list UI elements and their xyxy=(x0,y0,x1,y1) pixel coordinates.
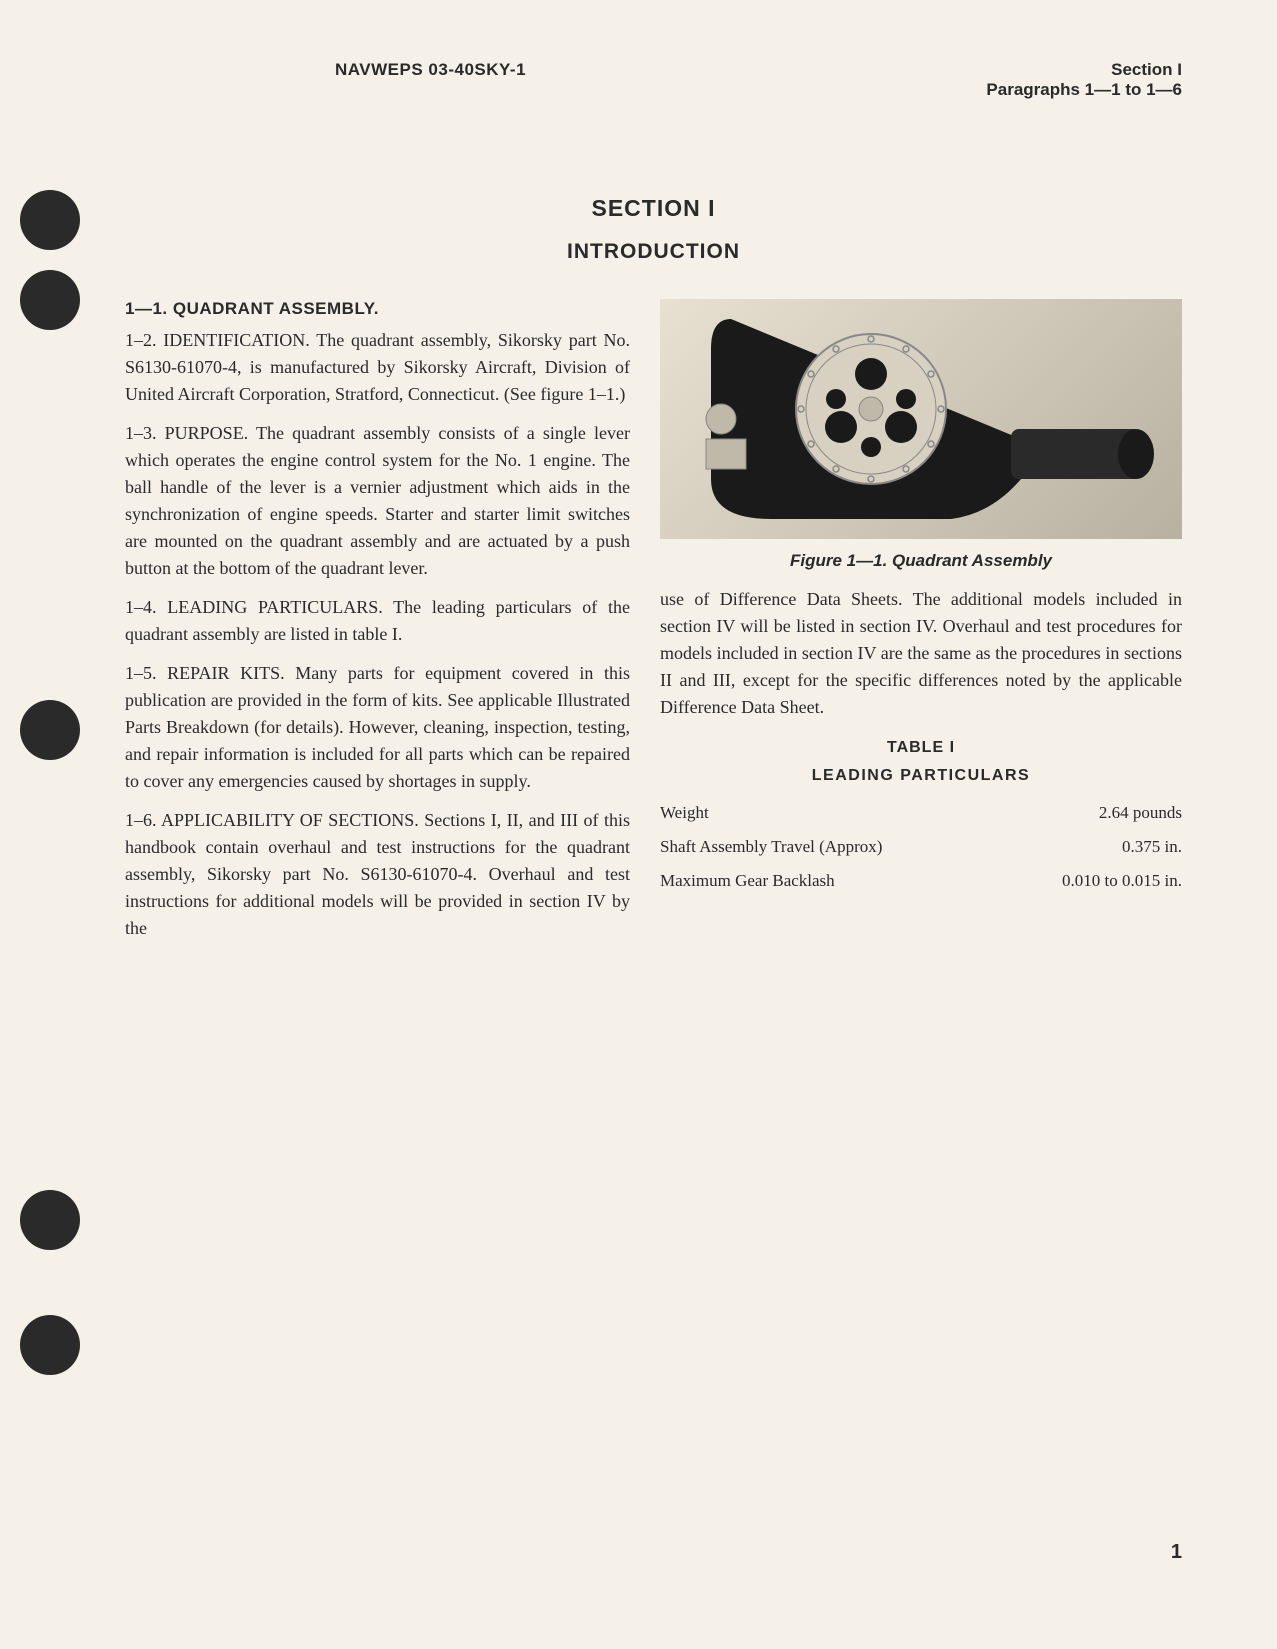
table-label: Shaft Assembly Travel (Approx) xyxy=(660,837,1122,857)
punch-hole xyxy=(20,1190,80,1250)
table-subtitle: LEADING PARTICULARS xyxy=(660,767,1182,785)
table-label: Weight xyxy=(660,803,1099,823)
section-label: Section I xyxy=(986,60,1182,80)
content-columns: 1—1. QUADRANT ASSEMBLY. 1–2. IDENTIFICAT… xyxy=(125,299,1182,954)
para-1-2: 1–2. IDENTIFICATION. The quadrant assemb… xyxy=(125,327,630,408)
table-title: TABLE I xyxy=(660,739,1182,757)
para-1-4: 1–4. LEADING PARTICULARS. The leading pa… xyxy=(125,594,630,648)
page-number: 1 xyxy=(1171,1541,1182,1564)
figure-caption: Figure 1—1. Quadrant Assembly xyxy=(660,551,1182,571)
punch-hole xyxy=(20,190,80,250)
para-1-3: 1–3. PURPOSE. The quadrant assembly cons… xyxy=(125,420,630,582)
punch-hole xyxy=(20,1315,80,1375)
section-title: SECTION I xyxy=(125,195,1182,222)
section-subtitle: INTRODUCTION xyxy=(125,240,1182,264)
figure-image xyxy=(660,299,1182,539)
section-title-block: SECTION I INTRODUCTION xyxy=(125,195,1182,264)
table-label: Maximum Gear Backlash xyxy=(660,871,1062,891)
leading-particulars-table: Weight 2.64 pounds Shaft Assembly Travel… xyxy=(660,803,1182,891)
para-1-6: 1–6. APPLICABILITY OF SECTIONS. Sections… xyxy=(125,807,630,942)
para-1-6-continuation: use of Difference Data Sheets. The addit… xyxy=(660,586,1182,721)
doc-number: NAVWEPS 03-40SKY-1 xyxy=(335,60,526,100)
table-row: Shaft Assembly Travel (Approx) 0.375 in. xyxy=(660,837,1182,857)
paragraph-range: Paragraphs 1—1 to 1—6 xyxy=(986,80,1182,100)
right-column: Figure 1—1. Quadrant Assembly use of Dif… xyxy=(660,299,1182,954)
left-column: 1—1. QUADRANT ASSEMBLY. 1–2. IDENTIFICAT… xyxy=(125,299,630,954)
punch-hole xyxy=(20,700,80,760)
para-1-1-heading: 1—1. QUADRANT ASSEMBLY. xyxy=(125,299,630,319)
page-header: NAVWEPS 03-40SKY-1 Section I Paragraphs … xyxy=(125,60,1182,100)
table-row: Maximum Gear Backlash 0.010 to 0.015 in. xyxy=(660,871,1182,891)
punch-hole xyxy=(20,270,80,330)
para-1-5: 1–5. REPAIR KITS. Many parts for equipme… xyxy=(125,660,630,795)
table-value: 0.375 in. xyxy=(1122,837,1182,857)
quadrant-assembly-illustration xyxy=(660,299,1182,539)
table-value: 0.010 to 0.015 in. xyxy=(1062,871,1182,891)
table-row: Weight 2.64 pounds xyxy=(660,803,1182,823)
table-value: 2.64 pounds xyxy=(1099,803,1182,823)
figure-1-1: Figure 1—1. Quadrant Assembly xyxy=(660,299,1182,571)
